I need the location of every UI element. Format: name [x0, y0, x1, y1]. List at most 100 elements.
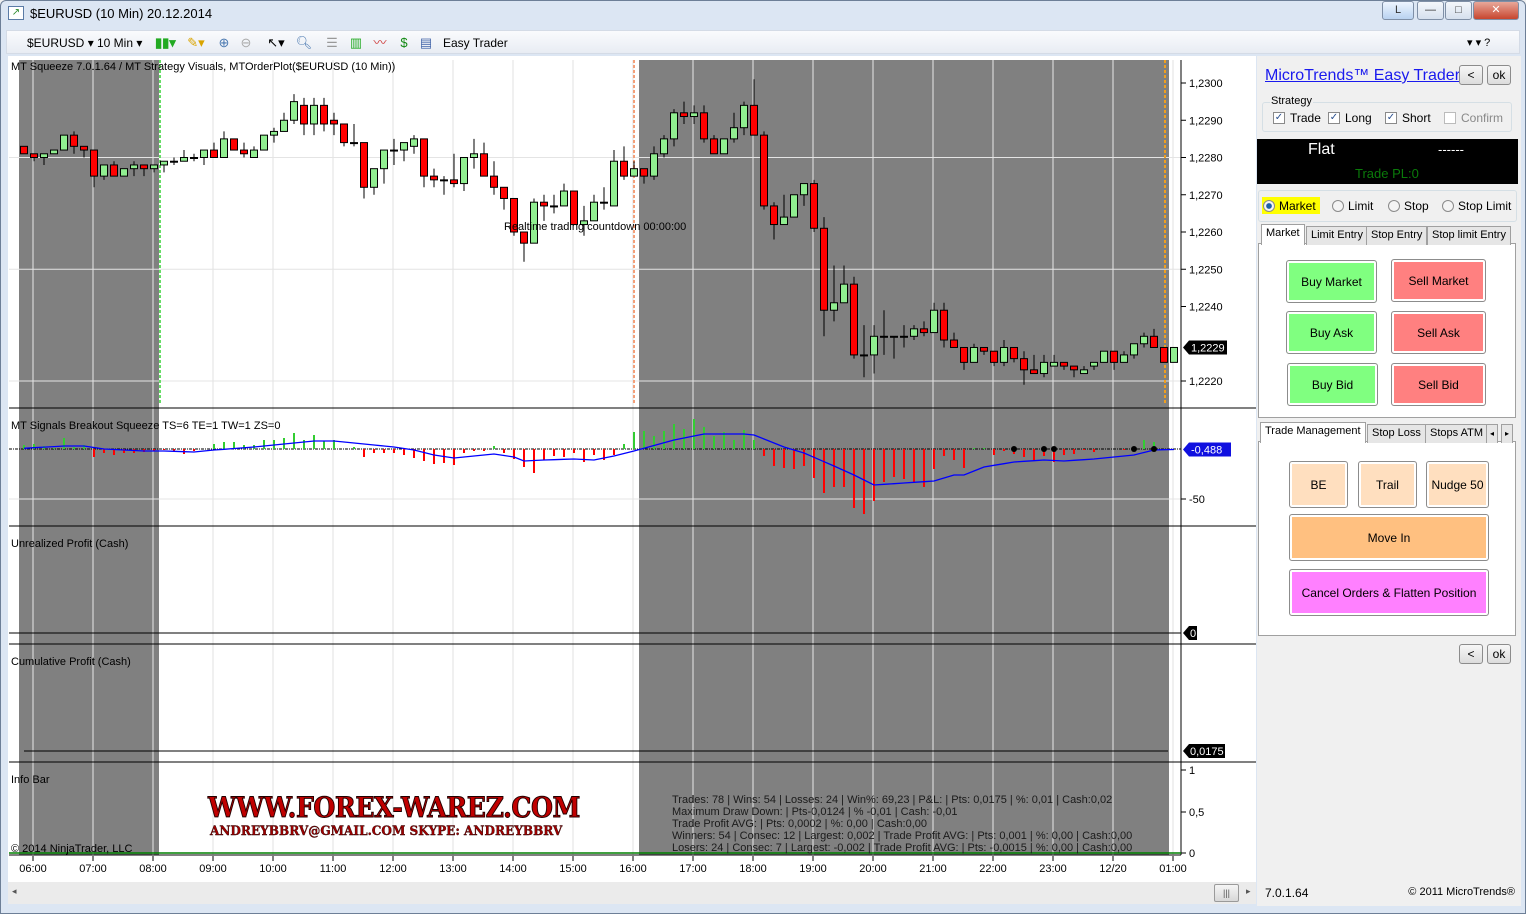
histogram-bar-down	[523, 449, 525, 467]
histogram-bar-up	[73, 447, 75, 449]
scroll-right-arrow[interactable]: ▸	[1246, 886, 1251, 896]
stop-radio[interactable]	[1388, 200, 1400, 212]
tab-market[interactable]: Market	[1261, 224, 1305, 245]
link-button[interactable]: L	[1382, 1, 1414, 20]
candle-up	[840, 283, 848, 304]
tab-stop-entry[interactable]: Stop Entry	[1366, 226, 1428, 245]
candle-up	[250, 149, 258, 159]
candle-up	[830, 302, 838, 311]
indicators-icon[interactable]: 〰	[373, 35, 387, 50]
price-label: 1,2290	[1189, 115, 1223, 127]
candle-down	[140, 164, 148, 170]
market-radio[interactable]	[1263, 200, 1275, 212]
histogram-bar-down	[393, 449, 395, 453]
horizontal-scrollbar[interactable]: ◂ ||| ▸	[8, 882, 1256, 904]
close-button[interactable]: ✕	[1473, 1, 1519, 20]
time-label: 23:00	[1039, 863, 1067, 875]
nudge-button[interactable]: Nudge 50	[1426, 461, 1489, 508]
move-in-button[interactable]: Move In	[1289, 514, 1489, 561]
sell-market-button[interactable]: Sell Market	[1391, 259, 1486, 302]
version-label: 7.0.1.64	[1265, 886, 1309, 900]
tab-stop-limit-entry[interactable]: Stop limit Entry	[1427, 226, 1511, 245]
toolbar-options[interactable]: ▾ ▾ ?	[1467, 37, 1491, 49]
chart-canvas[interactable]: 06:00 07:00 08:00 09:00 10:00 11:00 12:00 13:00…	[0, 0, 1256, 906]
breakeven-button[interactable]: BE	[1289, 461, 1348, 508]
stats-line: Winners: 54 | Consec: 12 | Largest: 0,00…	[672, 830, 1133, 842]
pencil-draw-icon[interactable]: ✎▾	[187, 35, 205, 50]
candle-up	[890, 335, 898, 338]
trail-button[interactable]: Trail	[1358, 461, 1417, 508]
candle-down	[70, 134, 78, 147]
candle-down	[980, 346, 988, 352]
short-checkbox[interactable]: ✓	[1385, 112, 1397, 124]
stop-limit-radio[interactable]	[1442, 200, 1454, 212]
ok-button-bottom[interactable]: ok	[1487, 644, 1511, 664]
zoom-in-icon[interactable]: ⊕	[218, 35, 230, 50]
histogram-bar-down	[513, 449, 515, 459]
candle-down	[1010, 346, 1018, 360]
candlestick-style-icon[interactable]: ▮▮▾	[155, 35, 176, 50]
chart-icon: ↗	[8, 6, 24, 20]
interval-selector[interactable]: 10 Min ▾	[97, 36, 143, 50]
instrument-selector[interactable]: $EURUSD ▾	[27, 36, 94, 50]
limit-radio[interactable]	[1332, 200, 1344, 212]
candle-up	[60, 134, 68, 151]
panel-title-link[interactable]: MicroTrends™ Easy Trader	[1265, 67, 1461, 84]
data-box-icon[interactable]: ▤	[419, 35, 433, 50]
tab-scroll-right[interactable]: ▸	[1501, 424, 1514, 443]
buy-bid-button[interactable]: Buy Bid	[1287, 363, 1378, 406]
scroll-thumb[interactable]: |||	[1214, 884, 1239, 902]
candle-up	[660, 138, 668, 155]
histogram-bar-up	[673, 424, 675, 449]
cancel-flatten-button[interactable]: Cancel Orders & Flatten Position	[1289, 569, 1489, 616]
magnify-icon[interactable]: 🔍︎	[295, 35, 313, 50]
collapse-button[interactable]: <	[1459, 65, 1483, 85]
easy-trader-panel: MicroTrends™ Easy Trader < ok Strategy ✓…	[1257, 56, 1521, 906]
histogram-bar-down	[543, 449, 545, 460]
time-label: 12:00	[379, 863, 407, 875]
candle-up	[690, 112, 698, 118]
tab-stop-loss[interactable]: Stop Loss	[1367, 424, 1426, 443]
sell-ask-button[interactable]: Sell Ask	[1391, 311, 1486, 354]
properties-icon[interactable]: ☰	[326, 35, 338, 50]
tab-scroll-left[interactable]: ◂	[1486, 424, 1499, 443]
histogram-bar-down	[963, 449, 965, 468]
market-highlight	[1262, 197, 1320, 214]
sell-bid-button[interactable]: Sell Bid	[1391, 363, 1486, 406]
maximize-button[interactable]: □	[1445, 1, 1472, 20]
unrealized-marker	[1183, 626, 1197, 640]
histogram-bar-up	[653, 436, 655, 449]
buy-ask-button[interactable]: Buy Ask	[1286, 311, 1377, 354]
price-label: 1,2270	[1189, 190, 1223, 202]
scroll-left-arrow[interactable]: ◂	[12, 886, 17, 896]
candle-up	[220, 138, 228, 158]
tab-trade-management[interactable]: Trade Management	[1260, 422, 1366, 443]
long-checkbox[interactable]: ✓	[1328, 112, 1340, 124]
candle-down	[90, 149, 98, 177]
histogram-bar-down	[863, 449, 865, 514]
ok-button[interactable]: ok	[1487, 65, 1511, 85]
buy-market-button[interactable]: Buy Market	[1286, 260, 1377, 303]
signal-dot	[1151, 446, 1157, 452]
collapse-button-bottom[interactable]: <	[1459, 644, 1483, 664]
tab-limit-entry[interactable]: Limit Entry	[1306, 226, 1368, 245]
minimize-button[interactable]: —	[1417, 1, 1444, 20]
trade-checkbox[interactable]: ✓	[1273, 112, 1285, 124]
histogram-bar-down	[943, 449, 945, 456]
signal-line	[23, 433, 1175, 486]
stop-radio-label: Stop	[1404, 199, 1429, 213]
stats-line: Trades: 78 | Wins: 54 | Losses: 24 | Win…	[672, 794, 1113, 806]
easy-trader-button[interactable]: Easy Trader	[443, 36, 508, 50]
histogram-bar-down	[363, 449, 365, 457]
tab-stops-atm[interactable]: Stops ATM	[1425, 424, 1488, 443]
dollar-icon[interactable]: $	[400, 35, 408, 50]
pointer-icon[interactable]: ↖▾	[267, 35, 285, 50]
candle-up	[380, 149, 388, 170]
confirm-checkbox[interactable]	[1444, 112, 1456, 124]
histogram-bar-down	[833, 449, 835, 487]
strategy-label: Strategy	[1270, 95, 1313, 107]
signal-dot	[1051, 446, 1057, 452]
strategies-icon[interactable]: ▥	[349, 35, 363, 50]
zoom-out-icon[interactable]: ⊖	[240, 35, 252, 50]
candle-down	[230, 138, 238, 151]
